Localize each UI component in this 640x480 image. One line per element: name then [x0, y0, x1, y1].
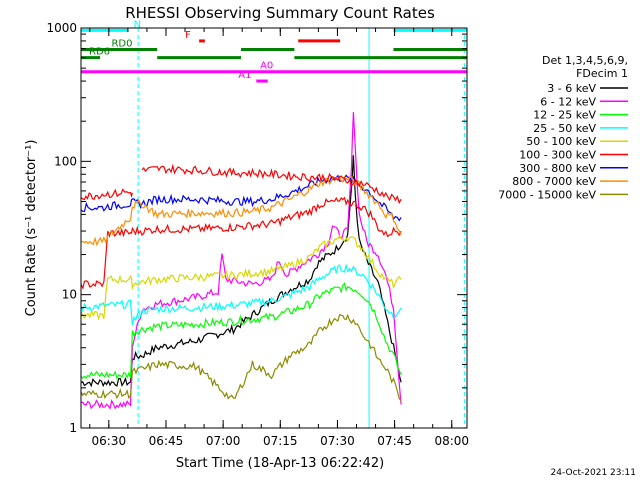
legend-label-8: 7000 - 15000 keV	[498, 188, 596, 201]
state-label-rd6: RD6	[89, 47, 110, 58]
legend-header-1: FDecim 1	[576, 67, 628, 80]
timestamp-label: 24-Oct-2021 23:11	[551, 468, 636, 478]
series-line-2	[80, 282, 402, 380]
series-line-10	[141, 163, 402, 205]
series-line-3	[80, 263, 402, 326]
series-line-1	[80, 112, 402, 410]
y-tick-label-2: 100	[54, 154, 77, 168]
series-line-5	[80, 196, 402, 290]
legend-label-5: 100 - 300 keV	[519, 149, 596, 162]
legend-label-6: 300 - 800 keV	[519, 162, 596, 175]
legend-header-0: Det 1,3,4,5,6,9,	[542, 54, 628, 67]
x-axis-label: Start Time (18-Apr-13 06:22:42)	[176, 456, 384, 471]
x-axis-ticks: 06:30 06:45 07:00 07:15 07:30 07:45 08:00	[89, 28, 469, 448]
y-tick-label-0: 1	[69, 421, 77, 435]
y-axis-label: Count Rate (s⁻¹ detector⁻¹)	[24, 140, 39, 317]
series-line-8	[80, 313, 402, 402]
x-tick-label-0: 06:30	[92, 434, 127, 448]
legend-label-1: 6 - 12 keV	[540, 95, 596, 108]
state-label-n: N	[134, 19, 141, 30]
x-tick-label-4: 07:30	[320, 434, 355, 448]
y-tick-label-1: 10	[62, 288, 77, 302]
state-label-a1: A1	[238, 70, 251, 81]
legend-label-7: 800 - 7000 keV	[512, 175, 596, 188]
y-tick-label-3: 1000	[46, 21, 77, 35]
x-tick-label-2: 07:00	[206, 434, 241, 448]
legend-label-2: 12 - 25 keV	[533, 109, 596, 122]
y-axis-ticks: 1 10 100 1000	[46, 21, 467, 435]
series-line-7	[80, 175, 402, 247]
plot-frame	[80, 27, 468, 429]
x-tick-label-3: 07:15	[263, 434, 298, 448]
series-line-4	[80, 234, 402, 321]
x-tick-label-1: 06:45	[149, 434, 184, 448]
x-tick-label-5: 07:45	[377, 434, 412, 448]
chart-title: RHESSI Observing Summary Count Rates	[125, 4, 435, 22]
state-label-f: F	[185, 30, 191, 41]
legend-label-4: 50 - 100 keV	[526, 135, 596, 148]
x-tick-label-6: 08:00	[434, 434, 469, 448]
legend-label-0: 3 - 6 keV	[547, 82, 596, 95]
legend-label-3: 25 - 50 keV	[533, 122, 596, 135]
state-label-a0: A0	[260, 61, 273, 72]
series-line-9	[80, 188, 133, 201]
state-label-rd0: RD0	[111, 38, 132, 49]
